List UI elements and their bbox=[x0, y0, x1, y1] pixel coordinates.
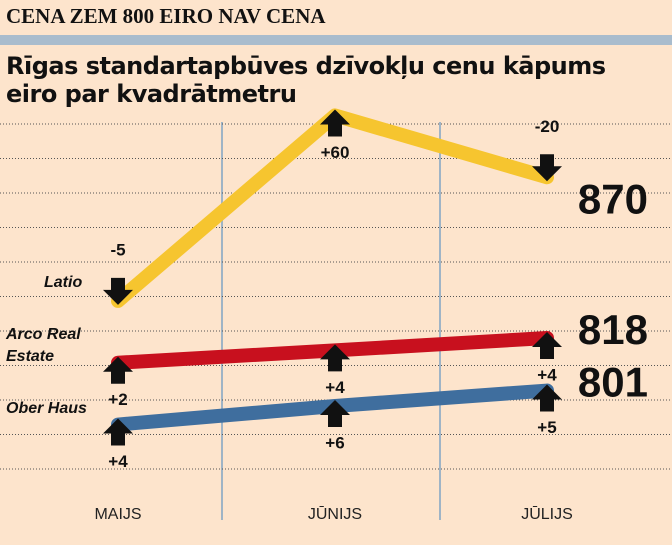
series-label: Ober Haus bbox=[6, 400, 87, 417]
arrow-up bbox=[532, 384, 562, 412]
arrow-up bbox=[103, 418, 133, 446]
end-value-label: 801 bbox=[578, 359, 648, 406]
header-bar bbox=[0, 35, 672, 45]
header: CENA ZEM 800 EIRO NAV CENA bbox=[6, 4, 326, 28]
change-label: -5 bbox=[110, 240, 125, 259]
arrow-down bbox=[103, 277, 133, 305]
change-label: +4 bbox=[108, 452, 128, 471]
series-label: Latio bbox=[44, 274, 83, 291]
end-value-label: 870 bbox=[578, 175, 648, 222]
change-label: +5 bbox=[537, 418, 556, 437]
arrow-up bbox=[320, 109, 350, 137]
change-label: +4 bbox=[537, 365, 557, 384]
change-label: +6 bbox=[325, 433, 344, 452]
arrow-up bbox=[532, 332, 562, 359]
arrow-up bbox=[103, 356, 133, 384]
arrow-up bbox=[320, 400, 350, 427]
arrow-down bbox=[532, 154, 562, 182]
change-label: +60 bbox=[321, 143, 350, 162]
x-tick-label: JŪLIJS bbox=[521, 505, 573, 523]
change-label: +2 bbox=[108, 390, 127, 409]
x-tick-label: JŪNIJS bbox=[308, 505, 362, 523]
end-value-label: 818 bbox=[578, 306, 648, 353]
series-label: Arco Real Estate bbox=[6, 326, 81, 365]
change-label: +4 bbox=[325, 378, 345, 397]
change-label: -20 bbox=[535, 117, 560, 136]
x-tick-label: MAIJS bbox=[94, 506, 141, 523]
arrow-up bbox=[320, 344, 350, 372]
chart-title: Rīgas standartapbūves dzīvokļu cenu kāpu… bbox=[6, 52, 606, 108]
